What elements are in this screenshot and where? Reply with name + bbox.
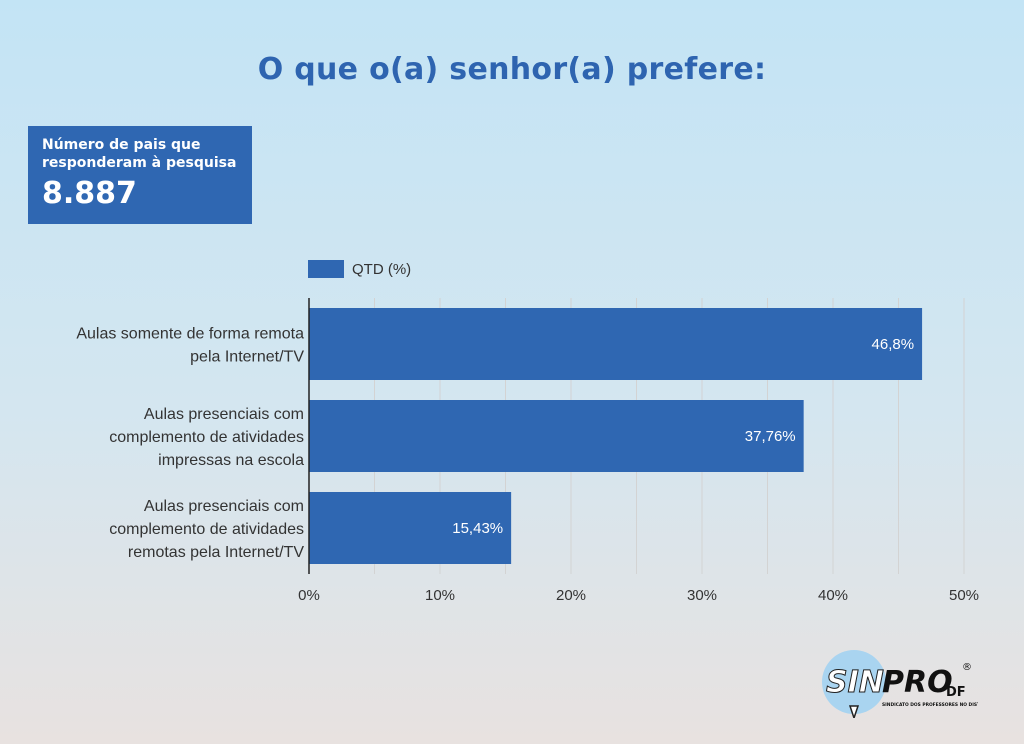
data-label: 37,76% xyxy=(745,428,796,445)
x-tick-label: 0% xyxy=(298,587,320,604)
logo-pro-text: PRO xyxy=(882,665,953,700)
category-label: remotas pela Internet/TV xyxy=(128,544,304,561)
category-label: complemento de atividades xyxy=(109,429,304,446)
category-label: Aulas somente de forma remota xyxy=(76,326,304,343)
respondents-label: Número de pais que responderam à pesquis… xyxy=(42,137,237,171)
category-label: impressas na escola xyxy=(158,452,304,469)
logo-pen-icon xyxy=(848,705,860,718)
logo-df-text: DF xyxy=(946,685,966,700)
bar xyxy=(309,400,804,472)
logo-caption: SINDICATO DOS PROFESSORES NO DISTRITO FE… xyxy=(882,702,978,708)
chart-legend: QTD (%) xyxy=(308,260,411,278)
bar xyxy=(309,492,512,564)
logo-circle xyxy=(822,650,886,714)
respondents-box: Número de pais que responderam à pesquis… xyxy=(28,126,252,224)
x-tick-label: 20% xyxy=(556,587,586,604)
sinpro-logo: SIN PRO DF ® SINDICATO DOS PROFESSORES N… xyxy=(822,650,978,718)
x-tick-label: 10% xyxy=(425,587,455,604)
chart-title: O que o(a) senhor(a) prefere: xyxy=(257,52,767,87)
data-label: 15,43% xyxy=(452,520,503,537)
category-label: Aulas presenciais com xyxy=(144,406,304,423)
data-label: 46,8% xyxy=(872,336,915,353)
legend-swatch xyxy=(308,260,344,278)
category-label: Aulas presenciais com xyxy=(144,498,304,515)
x-tick-label: 30% xyxy=(687,587,717,604)
x-tick-label: 40% xyxy=(818,587,848,604)
respondents-value: 8.887 xyxy=(42,176,137,211)
logo-registered-mark: ® xyxy=(962,662,972,673)
category-label: complemento de atividades xyxy=(109,521,304,538)
category-label: pela Internet/TV xyxy=(190,349,304,366)
bar xyxy=(309,308,923,380)
logo-sin-text: SIN xyxy=(826,665,884,700)
x-tick-label: 50% xyxy=(949,587,979,604)
legend-label: QTD (%) xyxy=(352,260,412,278)
